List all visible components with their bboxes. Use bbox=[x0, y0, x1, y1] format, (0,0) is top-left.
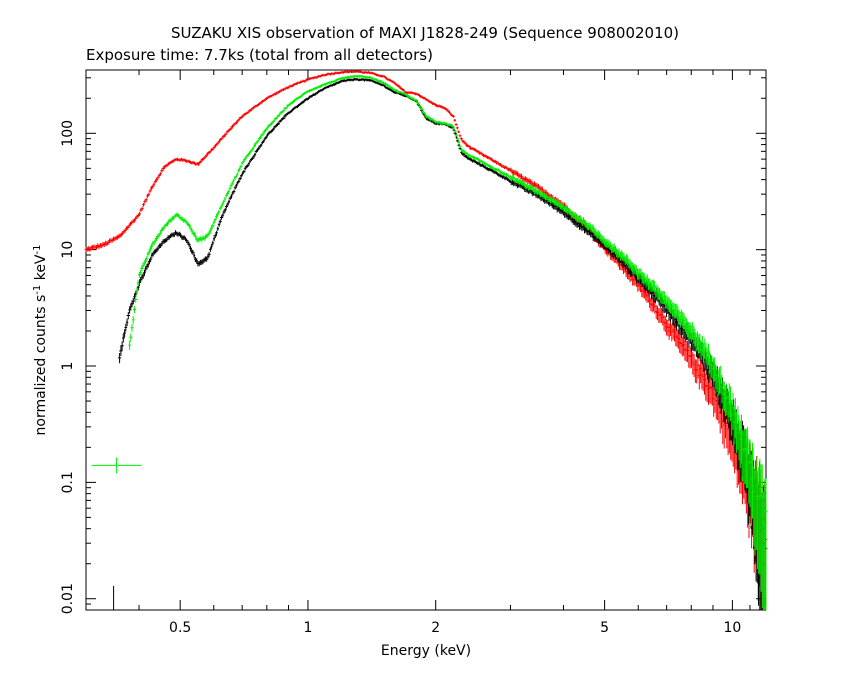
y-axis-label-mid: keV bbox=[33, 254, 49, 285]
series-1 bbox=[118, 77, 768, 610]
series-0-points bbox=[84, 70, 768, 610]
x-axis-label: Energy (keV) bbox=[381, 643, 471, 659]
chart-subtitle: Exposure time: 7.7ks (total from all det… bbox=[86, 46, 433, 64]
y-axis-label-exp2: -1 bbox=[32, 245, 43, 255]
chart-title: SUZAKU XIS observation of MAXI J1828-249… bbox=[171, 24, 679, 42]
y-axis-label-exp1: -1 bbox=[32, 285, 43, 295]
y-axis-label-main: normalized counts s bbox=[33, 295, 49, 436]
x-axis-ticks: 0.5 1 2 5 10 bbox=[138, 70, 751, 636]
series-2 bbox=[128, 74, 768, 610]
plot-frame bbox=[85, 69, 767, 611]
x-tick-label: 1 bbox=[303, 620, 312, 636]
x-tick-label: 0.5 bbox=[169, 620, 191, 636]
x-tick-label: 2 bbox=[431, 620, 440, 636]
series-0 bbox=[84, 70, 768, 610]
x-tick-label: 5 bbox=[600, 620, 609, 636]
series-1-points bbox=[118, 77, 768, 610]
outlier-point bbox=[91, 457, 142, 474]
y-tick-label: 100 bbox=[60, 120, 76, 147]
y-tick-label: 1 bbox=[60, 362, 76, 371]
y-axis-ticks: 0.01 0.1 1 10 100 bbox=[60, 77, 766, 614]
series-2-points bbox=[128, 74, 768, 610]
y-tick-label: 10 bbox=[60, 241, 76, 259]
x-tick-label: 10 bbox=[723, 620, 741, 636]
y-axis-label: normalized counts s-1 keV-1 bbox=[32, 245, 50, 436]
data-series bbox=[84, 70, 768, 610]
y-tick-label: 0.1 bbox=[60, 471, 76, 493]
y-tick-label: 0.01 bbox=[60, 583, 76, 614]
